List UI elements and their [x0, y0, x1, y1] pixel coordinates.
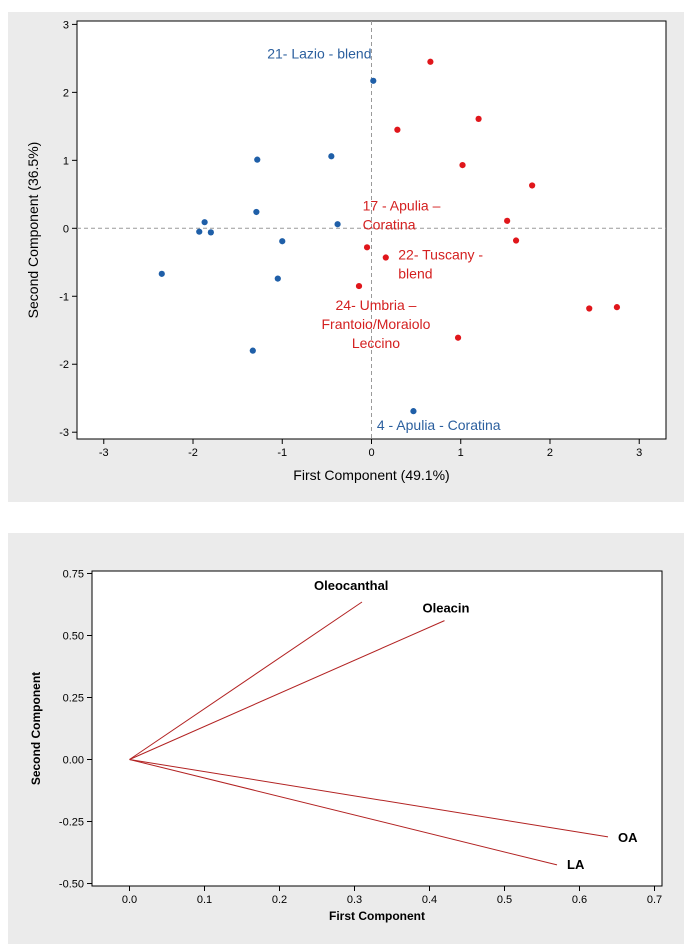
loading-vector	[129, 759, 609, 838]
x-tick-label: 3	[636, 447, 642, 459]
y-axis-title: Second Component (36.5%)	[25, 142, 41, 319]
x-tick-label: 0.5	[497, 894, 512, 906]
blue-point	[196, 228, 203, 235]
red-point	[363, 244, 371, 251]
annotation-label: 24- Umbria –	[336, 297, 417, 313]
vector-label: Oleacin	[423, 601, 470, 616]
y-tick-label: -2	[59, 359, 69, 371]
x-tick-label: 0.7	[647, 894, 662, 906]
plot-area	[76, 20, 667, 440]
y-tick-label: -0.25	[59, 817, 84, 829]
red-point	[529, 182, 536, 189]
blue-point	[274, 275, 281, 282]
x-tick-label: 0.6	[572, 894, 587, 906]
x-axis-title: First Component	[329, 909, 425, 923]
y-axis-title: Second Component	[29, 672, 43, 785]
x-axis-title: First Component (49.1%)	[293, 467, 449, 483]
blue-point	[279, 238, 286, 245]
y-tick-label: 1	[63, 155, 69, 167]
x-tick-label: 2	[547, 447, 553, 459]
red-point	[394, 126, 401, 133]
blue-point	[207, 229, 214, 236]
y-tick-label: -0.50	[59, 879, 84, 891]
y-tick-label: 0.75	[63, 568, 84, 580]
annotation-label: Coratina	[363, 217, 416, 233]
y-tick-label: -3	[59, 427, 69, 439]
x-tick-label: 0.1	[197, 894, 212, 906]
y-tick-label: 0	[63, 223, 69, 235]
red-point	[355, 282, 363, 290]
x-tick-label: 0.4	[422, 894, 437, 906]
red-point	[512, 237, 520, 244]
annotation-label: 17 - Apulia –	[363, 198, 441, 214]
x-tick-label: -2	[188, 447, 198, 459]
loading-vector	[129, 620, 445, 760]
annotation-label: blend	[398, 266, 432, 282]
vector-label: LA	[567, 857, 585, 872]
annotation-label: Leccino	[352, 335, 400, 351]
blue-point	[249, 347, 256, 354]
y-tick-label: 2	[63, 87, 69, 99]
x-tick-label: 0.3	[347, 894, 362, 906]
red-point	[586, 305, 593, 312]
blue-point	[328, 153, 335, 160]
y-tick-label: 3	[63, 19, 69, 31]
x-tick-label: 0.2	[272, 894, 287, 906]
vector-label: OA	[618, 830, 638, 845]
x-tick-label: -3	[99, 447, 109, 459]
red-point	[459, 161, 466, 169]
blue-point	[201, 219, 208, 226]
blue-point	[253, 208, 260, 216]
annotation-label: 21- Lazio - blend	[267, 45, 371, 61]
annotation-label: 22- Tuscany -	[398, 247, 483, 263]
y-tick-label: -1	[59, 291, 69, 303]
red-point	[454, 334, 462, 341]
y-tick-label: 0.25	[63, 692, 84, 704]
y-tick-label: 0.50	[63, 630, 84, 642]
x-tick-label: 0	[368, 447, 374, 459]
loading-vector	[129, 759, 558, 866]
blue-point	[254, 156, 261, 163]
blue-point	[334, 221, 341, 228]
vector-label: Oleocanthal	[314, 578, 388, 593]
annotation-label: 4 - Apulia - Coratina	[377, 417, 501, 433]
blue-point	[370, 77, 377, 84]
loading-vector	[129, 601, 363, 760]
x-tick-label: 0.0	[122, 894, 137, 906]
x-tick-label: -1	[277, 447, 287, 459]
annotation-label: Frantoio/Moraiolo	[321, 316, 430, 332]
blue-point	[158, 270, 165, 277]
x-tick-label: 1	[458, 447, 464, 459]
plot-area	[91, 570, 663, 887]
red-point	[475, 115, 482, 122]
y-tick-label: 0.00	[63, 755, 84, 767]
red-point	[427, 58, 434, 65]
red-point	[382, 254, 389, 261]
red-point	[613, 304, 621, 311]
blue-point	[410, 408, 417, 415]
red-point	[504, 217, 511, 224]
